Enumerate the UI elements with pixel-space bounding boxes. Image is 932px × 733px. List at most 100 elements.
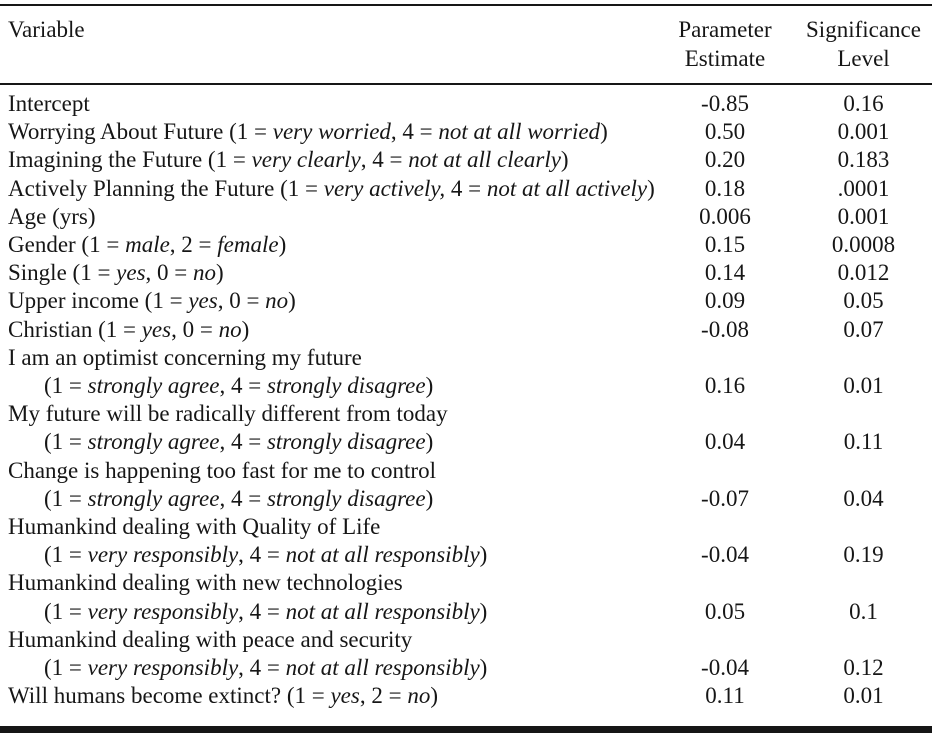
variable-label-segment: My future will be radically different fr…	[8, 401, 448, 427]
table-row: I am an optimist concerning my future (1 …	[0, 344, 932, 400]
significance-level-cell: 0.11	[843, 429, 884, 455]
parameter-estimate-cell: 0.50	[704, 119, 746, 145]
parameter-estimate-cell: -0.08	[701, 316, 749, 342]
variable-cell: Age (yrs)	[0, 203, 655, 231]
header-row: Variable Parameter Estimate Significance…	[0, 5, 932, 85]
variable-label-segment: , 4 =	[390, 119, 439, 145]
variable-label-segment: )	[425, 373, 434, 399]
variable-label-italic-segment: male	[125, 232, 170, 258]
table-row: Worrying About Future (1 = very worried,…	[0, 118, 932, 146]
column-header-parameter-estimate: Parameter Estimate	[655, 5, 795, 85]
variable-label-italic-segment: strongly disagree	[266, 429, 426, 455]
variable-label-italic-segment: strongly agree	[87, 429, 220, 455]
variable-label-segment: )	[479, 542, 488, 568]
variable-line-1: Christian (1 = yes, 0 = no)	[8, 316, 655, 344]
variable-label-segment: Imagining the Future (1 =	[8, 147, 252, 173]
variable-label-segment: Humankind dealing with peace and securit…	[8, 626, 413, 652]
variable-label-segment: (1 =	[44, 598, 88, 624]
variable-label-segment: , 0 =	[217, 288, 266, 314]
parameter-estimate-cell: -0.85	[701, 91, 749, 116]
variable-label-italic-segment: not at all actively	[486, 175, 648, 201]
significance-level-cell: 0.0008	[831, 232, 896, 258]
variable-line-1: Age (yrs)	[8, 203, 655, 231]
variable-label-segment: Will humans become extinct? (1 =	[8, 683, 331, 709]
variable-label-italic-segment: not at all worried	[438, 119, 601, 145]
variable-line-1: Upper income (1 = yes, 0 = no)	[8, 287, 655, 315]
variable-line-2: (1 = very responsibly, 4 = not at all re…	[8, 541, 655, 569]
parameter-estimate-cell: -0.04	[701, 542, 749, 568]
variable-label-segment: , 4 =	[219, 429, 267, 455]
parameter-estimate-cell: 0.15	[704, 232, 746, 258]
variable-label-segment: )	[560, 147, 569, 173]
variable-label-segment: Gender (1 =	[8, 232, 126, 258]
variable-label-italic-segment: strongly disagree	[266, 373, 426, 399]
table-row: My future will be radically different fr…	[0, 400, 932, 456]
variable-label-segment: , 4 =	[238, 655, 286, 681]
variable-line-2: (1 = strongly agree, 4 = strongly disagr…	[8, 485, 655, 513]
significance-level-cell: 0.183	[837, 147, 890, 173]
variable-label-segment: )	[425, 485, 434, 511]
variable-label-segment: )	[430, 683, 438, 709]
table-row: Christian (1 = yes, 0 = no) -0.08 0.07	[0, 316, 932, 344]
variable-label-segment: , 4 =	[219, 485, 267, 511]
significance-level-cell: 0.01	[843, 373, 884, 399]
significance-level-cell: 0.04	[843, 485, 884, 511]
column-header-significance-line: Significance	[806, 17, 921, 42]
variable-label-segment: Actively Planning the Future (1 =	[8, 175, 324, 201]
variable-label-italic-segment: very actively,	[323, 175, 446, 201]
variable-line-2: (1 = strongly agree, 4 = strongly disagr…	[8, 372, 655, 400]
table-row: Gender (1 = male, 2 = female) 0.15 0.0008	[0, 231, 932, 259]
variable-label-segment: )	[647, 175, 655, 201]
variable-label-italic-segment: very responsibly	[87, 598, 239, 624]
variable-cell: I am an optimist concerning my future (1 …	[0, 344, 655, 400]
variable-label-segment: , 4 =	[219, 373, 267, 399]
parameter-estimate-cell: 0.20	[704, 147, 746, 173]
variable-label-segment: Intercept	[8, 91, 90, 116]
table-row: Imagining the Future (1 = very clearly, …	[0, 146, 932, 174]
variable-cell: Intercept	[0, 84, 655, 118]
variable-label-italic-segment: very responsibly	[87, 655, 239, 681]
variable-label-segment: )	[278, 232, 287, 258]
variable-label-segment: 4 =	[445, 175, 487, 201]
variable-label-segment: , 0 =	[145, 260, 194, 286]
variable-line-1: Intercept	[8, 90, 655, 118]
variable-line-1: Worrying About Future (1 = very worried,…	[8, 118, 655, 146]
variable-cell: Will humans become extinct? (1 = yes, 2 …	[0, 682, 655, 730]
variable-label-italic-segment: strongly agree	[87, 485, 220, 511]
table-row: Humankind dealing with peace and securit…	[0, 626, 932, 682]
variable-label-segment: , 4 =	[238, 542, 286, 568]
variable-label-segment: (1 =	[44, 429, 88, 455]
variable-line-2: (1 = strongly agree, 4 = strongly disagr…	[8, 428, 655, 456]
significance-level-cell: 0.001	[837, 203, 890, 229]
variable-label-segment: (1 =	[44, 655, 88, 681]
variable-cell: Humankind dealing with peace and securit…	[0, 626, 655, 682]
parameter-estimate-cell: 0.18	[704, 175, 746, 201]
parameter-estimate-cell: 0.09	[704, 288, 746, 314]
parameter-estimate-cell: 0.11	[705, 683, 745, 709]
table-row: Humankind dealing with Quality of Life (1…	[0, 513, 932, 569]
variable-label-italic-segment: not at all responsibly	[285, 655, 480, 681]
table-row: Intercept -0.85 0.16	[0, 84, 932, 118]
variable-cell: Actively Planning the Future (1 = very a…	[0, 175, 655, 203]
significance-level-cell: 0.012	[837, 260, 890, 286]
column-header-significance-level: Significance Level	[795, 5, 932, 85]
variable-label-italic-segment: very worried	[272, 119, 391, 145]
variable-cell: Christian (1 = yes, 0 = no)	[0, 316, 655, 344]
variable-cell: Gender (1 = male, 2 = female)	[0, 231, 655, 259]
parameter-estimate-cell: 0.04	[704, 429, 746, 455]
variable-line-1: My future will be radically different fr…	[8, 400, 655, 428]
variable-label-italic-segment: yes	[330, 683, 360, 709]
variable-label-segment: )	[479, 655, 488, 681]
variable-cell: Single (1 = yes, 0 = no)	[0, 259, 655, 287]
variable-label-italic-segment: not at all clearly	[408, 147, 561, 173]
variable-label-italic-segment: very clearly	[251, 147, 361, 173]
variable-line-1: Change is happening too fast for me to c…	[8, 457, 655, 485]
significance-level-cell: 0.01	[843, 683, 884, 709]
variable-line-2: (1 = very responsibly, 4 = not at all re…	[8, 654, 655, 682]
significance-level-cell: 0.001	[837, 119, 890, 145]
variable-label-segment: , 4 =	[360, 147, 409, 173]
variable-label-segment: Humankind dealing with new technologies	[8, 570, 403, 596]
variable-line-1: Humankind dealing with new technologies	[8, 569, 655, 597]
variable-label-segment: Upper income (1 =	[8, 288, 189, 314]
parameter-estimate-cell: 0.14	[704, 260, 746, 286]
